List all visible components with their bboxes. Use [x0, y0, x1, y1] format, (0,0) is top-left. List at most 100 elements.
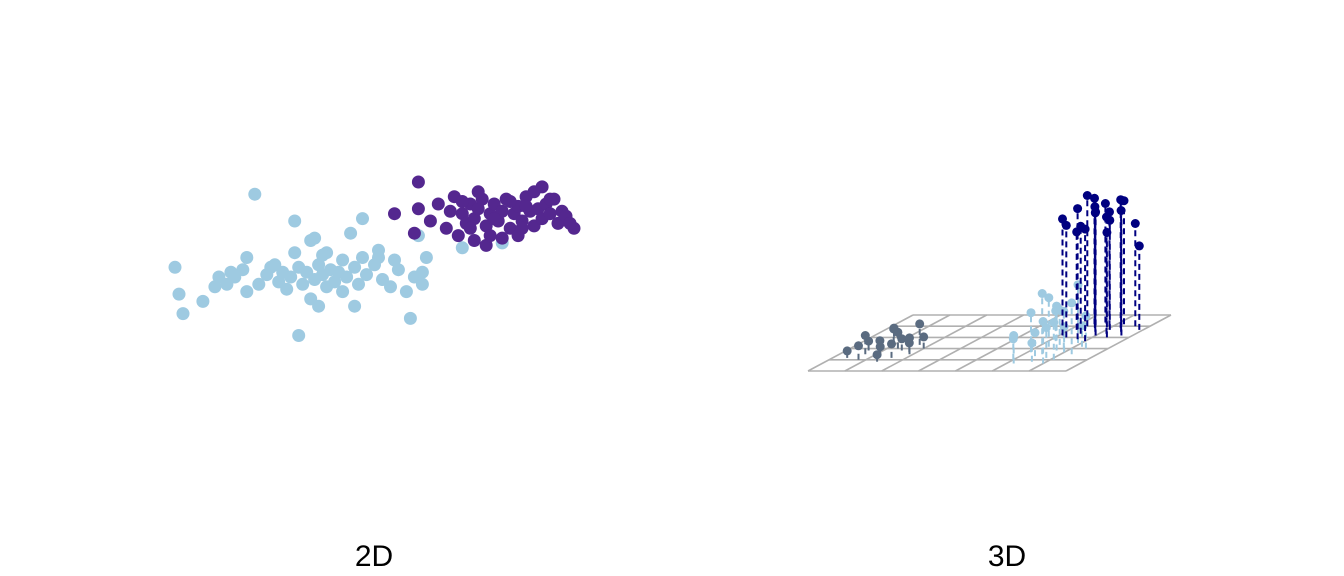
point-2d-series-1	[284, 270, 298, 284]
point-3d-series-3	[1080, 224, 1090, 234]
point-3d-series-2	[1026, 308, 1036, 318]
point-3d-series-3	[1100, 199, 1110, 208]
point-2d-series-1	[356, 251, 369, 264]
point-3d-series-1	[919, 332, 929, 342]
point-3d-series-2	[1067, 298, 1077, 308]
point-2d-series-1	[344, 226, 358, 240]
point-2d-series-1	[312, 299, 326, 313]
point-3d-series-1	[842, 346, 852, 356]
point-2d-series-1	[288, 246, 302, 260]
panel-title-2d: 2D	[355, 540, 393, 573]
point-2d-series-1	[415, 265, 429, 279]
point-2d-series-2	[463, 221, 477, 235]
point-2d-series-2	[495, 231, 509, 245]
point-2d-series-1	[336, 253, 350, 267]
point-3d-series-2	[1051, 306, 1061, 316]
point-3d-series-3	[1091, 207, 1101, 217]
point-3d-series-3	[1119, 196, 1129, 206]
point-2d-series-1	[168, 260, 182, 274]
point-2d-series-2	[563, 216, 577, 230]
point-2d-series-1	[352, 277, 365, 291]
point-2d-series-1	[348, 260, 362, 274]
point-2d-series-2	[451, 229, 465, 243]
point-2d-series-1	[172, 287, 186, 301]
floor-grid-line	[1065, 314, 1172, 372]
point-2d-series-2	[471, 185, 485, 199]
floor-grid-line	[918, 314, 1024, 372]
point-2d-series-1	[236, 263, 250, 277]
point-2d-series-2	[515, 221, 529, 235]
point-2d-series-1	[288, 214, 302, 228]
point-2d-series-2	[431, 197, 445, 211]
point-2d-series-2	[543, 207, 557, 221]
panel-title-3d: 3D	[988, 540, 1026, 573]
point-2d-series-2	[535, 180, 549, 194]
point-2d-series-1	[196, 294, 210, 308]
point-2d-series-2	[411, 175, 425, 189]
point-2d-series-1	[316, 248, 330, 262]
point-2d-series-2	[423, 214, 437, 228]
point-2d-series-2	[439, 221, 453, 235]
point-2d-series-2	[388, 207, 401, 221]
point-2d-series-1	[220, 277, 234, 291]
point-2d-series-2	[467, 234, 481, 247]
point-2d-series-1	[455, 241, 469, 255]
point-2d-series-1	[292, 329, 306, 342]
point-3d-series-3	[1134, 241, 1144, 251]
point-2d-series-2	[543, 192, 557, 206]
point-2d-series-1	[356, 212, 369, 226]
point-2d-series-1	[296, 277, 310, 291]
point-2d-series-1	[399, 285, 413, 299]
point-3d-series-1	[860, 331, 870, 340]
point-3d-series-2	[1038, 317, 1048, 326]
point-3d-series-2	[1009, 331, 1019, 340]
point-2d-series-1	[308, 231, 322, 245]
point-2d-series-1	[240, 285, 254, 299]
point-3d-series-3	[1058, 214, 1067, 224]
point-3d-series-2	[1044, 293, 1054, 303]
point-2d-series-1	[372, 251, 385, 264]
point-3d-series-2	[1037, 289, 1047, 298]
point-3d-series-3	[1130, 219, 1140, 228]
point-2d-series-1	[419, 251, 433, 264]
point-2d-series-1	[240, 251, 254, 264]
point-3d-series-1	[905, 333, 914, 343]
point-2d-series-1	[415, 277, 429, 291]
point-3d-series-1	[897, 334, 907, 344]
point-3d-series-1	[872, 350, 882, 360]
point-3d-series-3	[1073, 204, 1083, 214]
point-2d-series-1	[348, 299, 362, 313]
point-2d-series-1	[403, 311, 417, 325]
point-2d-series-1	[388, 253, 401, 267]
point-2d-series-2	[411, 202, 425, 216]
point-3d-series-2	[1030, 328, 1040, 338]
point-2d-series-2	[519, 199, 533, 213]
point-2d-series-1	[384, 280, 397, 294]
point-2d-series-1	[268, 258, 282, 272]
point-2d-series-1	[340, 270, 354, 284]
point-2d-series-1	[208, 280, 222, 294]
point-2d-series-1	[336, 285, 350, 299]
point-3d-series-3	[1061, 220, 1071, 230]
floor-grid-line	[881, 314, 988, 372]
point-2d-series-1	[176, 307, 190, 321]
point-2d-series-1	[252, 277, 266, 291]
floor-grid	[807, 314, 1172, 372]
point-3d-series-1	[875, 342, 885, 352]
point-2d-series-2	[443, 204, 457, 218]
scatter-3d-panel	[807, 191, 1172, 372]
point-3d-series-1	[889, 324, 899, 334]
point-3d-series-2	[1049, 318, 1059, 327]
point-2d-series-2	[503, 195, 517, 208]
point-3d-series-3	[1102, 227, 1112, 237]
point-2d-series-2	[479, 238, 493, 252]
point-2d-series-2	[483, 229, 497, 243]
point-2d-series-2	[407, 226, 421, 240]
point-3d-series-3	[1102, 212, 1111, 222]
point-2d-series-2	[455, 195, 469, 208]
point-3d-series-2	[1027, 338, 1037, 348]
scatter-2d-panel	[168, 175, 581, 342]
point-3d-series-1	[854, 341, 863, 351]
point-2d-series-1	[248, 187, 262, 201]
